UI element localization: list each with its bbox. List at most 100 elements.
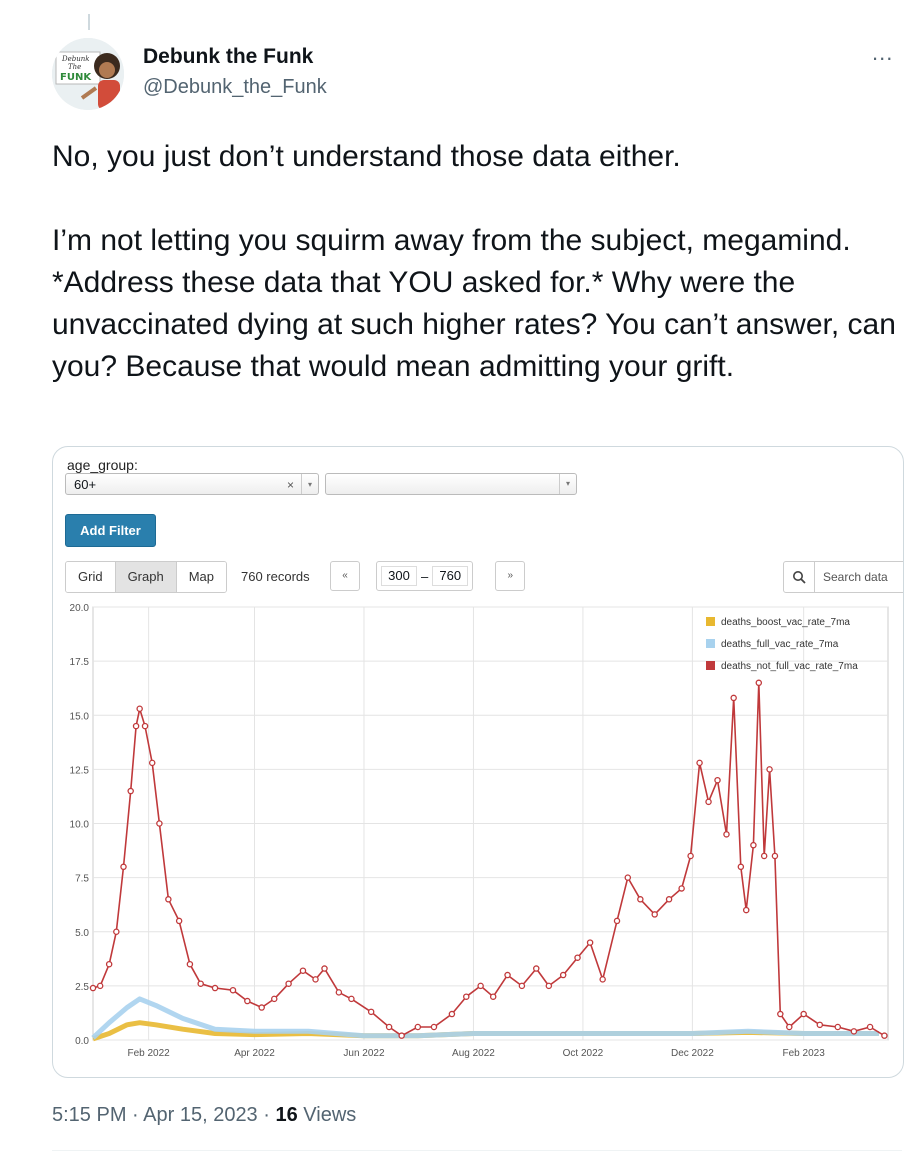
data-point	[504, 971, 511, 979]
data-point	[651, 911, 658, 918]
data-point	[866, 1023, 874, 1031]
data-point	[132, 722, 140, 730]
data-point	[348, 995, 355, 1003]
data-point	[665, 896, 673, 903]
y-tick-label: 7.5	[75, 874, 89, 885]
data-point	[599, 976, 606, 983]
data-point	[881, 1032, 888, 1039]
tweet-paragraph-2: I’m not letting you squirm away from the…	[52, 224, 896, 383]
tab-map[interactable]: Map	[176, 562, 226, 592]
data-point	[127, 787, 134, 795]
data-point	[489, 993, 497, 1000]
data-point	[678, 885, 685, 892]
attached-screenshot[interactable]: age_group: 60+ × ▾ ▾ Add Filter Grid Gra…	[52, 446, 904, 1078]
tweet-paragraph-1: No, you just don’t understand those data…	[52, 140, 681, 173]
data-point	[414, 1023, 422, 1031]
views-label: Views	[297, 1104, 357, 1126]
data-point	[229, 986, 237, 994]
magnifier-icon[interactable]	[784, 562, 815, 592]
legend-swatch	[706, 617, 715, 626]
data-point	[335, 989, 343, 996]
divider	[52, 1150, 902, 1151]
data-point	[518, 982, 526, 990]
y-tick-label: 10.0	[70, 820, 90, 831]
avatar[interactable]: Debunk The FUNK	[52, 38, 124, 110]
more-options-icon[interactable]: ...	[872, 40, 894, 65]
pager-prev-button[interactable]: «	[330, 561, 360, 591]
avatar-sign-line1: Debunk	[61, 55, 90, 63]
search-input[interactable]: Search data	[823, 570, 888, 584]
avatar-sign-line2: The	[68, 63, 81, 71]
chevron-down-icon[interactable]: ▾	[559, 474, 576, 494]
range-end-input[interactable]: 760	[432, 566, 469, 586]
data-point	[687, 852, 694, 860]
timestamp[interactable]: 5:15 PM · Apr 15, 2023 ·	[52, 1104, 276, 1126]
tab-grid[interactable]: Grid	[66, 562, 116, 592]
data-point	[834, 1023, 842, 1031]
data-point	[448, 1010, 456, 1018]
y-tick-label: 15.0	[70, 711, 90, 722]
data-point	[477, 982, 484, 990]
data-point	[113, 928, 120, 935]
pager-next-button[interactable]: »	[495, 561, 526, 591]
record-count: 760 records	[241, 569, 310, 584]
clear-icon[interactable]: ×	[286, 478, 294, 492]
data-point	[777, 1010, 784, 1018]
tweet-meta: 5:15 PM · Apr 15, 2023 · 16 Views	[52, 1104, 356, 1127]
data-point	[244, 997, 251, 1005]
data-point	[197, 980, 204, 987]
data-point	[271, 995, 278, 1003]
search-box[interactable]: Search data	[783, 561, 903, 593]
range-start-input[interactable]: 300	[381, 566, 417, 586]
data-point	[463, 993, 470, 1000]
data-point	[367, 1008, 375, 1016]
data-point	[385, 1023, 393, 1031]
data-point	[613, 917, 621, 925]
display-name[interactable]: Debunk the Funk	[143, 45, 314, 68]
second-filter-select[interactable]: ▾	[325, 473, 577, 495]
data-point	[624, 874, 632, 881]
data-point	[136, 705, 143, 713]
deaths-rate-chart: 0.0 2.5 5.0 7.5 10.0 12.5 15.0 17.5 20.0 Feb 2022…	[70, 603, 889, 1059]
data-point	[742, 906, 750, 914]
data-point	[714, 776, 721, 784]
y-tick-label: 20.0	[70, 603, 90, 614]
data-point	[705, 798, 712, 806]
x-tick-label: Oct 2022	[563, 1048, 604, 1059]
data-point	[165, 896, 172, 903]
pager: « 300 – 760 »	[330, 561, 526, 591]
data-point	[586, 939, 594, 946]
x-tick-label: Dec 2022	[671, 1048, 714, 1059]
data-point	[321, 965, 328, 972]
data-point	[730, 694, 737, 702]
age-group-select[interactable]: 60+ × ▾	[65, 473, 319, 495]
tab-graph[interactable]: Graph	[115, 562, 177, 592]
data-point	[760, 852, 768, 860]
data-point	[186, 960, 194, 968]
user-handle[interactable]: @Debunk_the_Funk	[143, 76, 327, 98]
data-point	[637, 896, 644, 903]
views-count: 16	[275, 1104, 298, 1126]
data-point	[723, 831, 730, 838]
data-point	[312, 976, 319, 983]
y-tick-label: 2.5	[75, 982, 89, 993]
data-point	[766, 766, 773, 773]
age-group-value: 60+	[74, 477, 97, 492]
data-point	[258, 1004, 265, 1011]
legend-swatch	[706, 661, 715, 670]
add-filter-button[interactable]: Add Filter	[65, 514, 156, 547]
avatar-sign-line3: FUNK	[60, 72, 92, 83]
legend-label: deaths_boost_vac_rate_7ma	[721, 617, 850, 628]
range-box: 300 – 760	[376, 561, 474, 591]
chevron-down-icon[interactable]: ▾	[301, 474, 318, 494]
data-point	[89, 984, 97, 992]
data-point	[800, 1010, 807, 1018]
data-point	[737, 863, 745, 871]
y-tick-label: 17.5	[70, 657, 90, 668]
data-point	[141, 722, 149, 730]
data-point	[771, 852, 779, 860]
data-point	[156, 820, 163, 827]
x-tick-label: Jun 2022	[343, 1048, 385, 1059]
data-point	[211, 984, 219, 992]
y-tick-label: 12.5	[70, 765, 90, 776]
